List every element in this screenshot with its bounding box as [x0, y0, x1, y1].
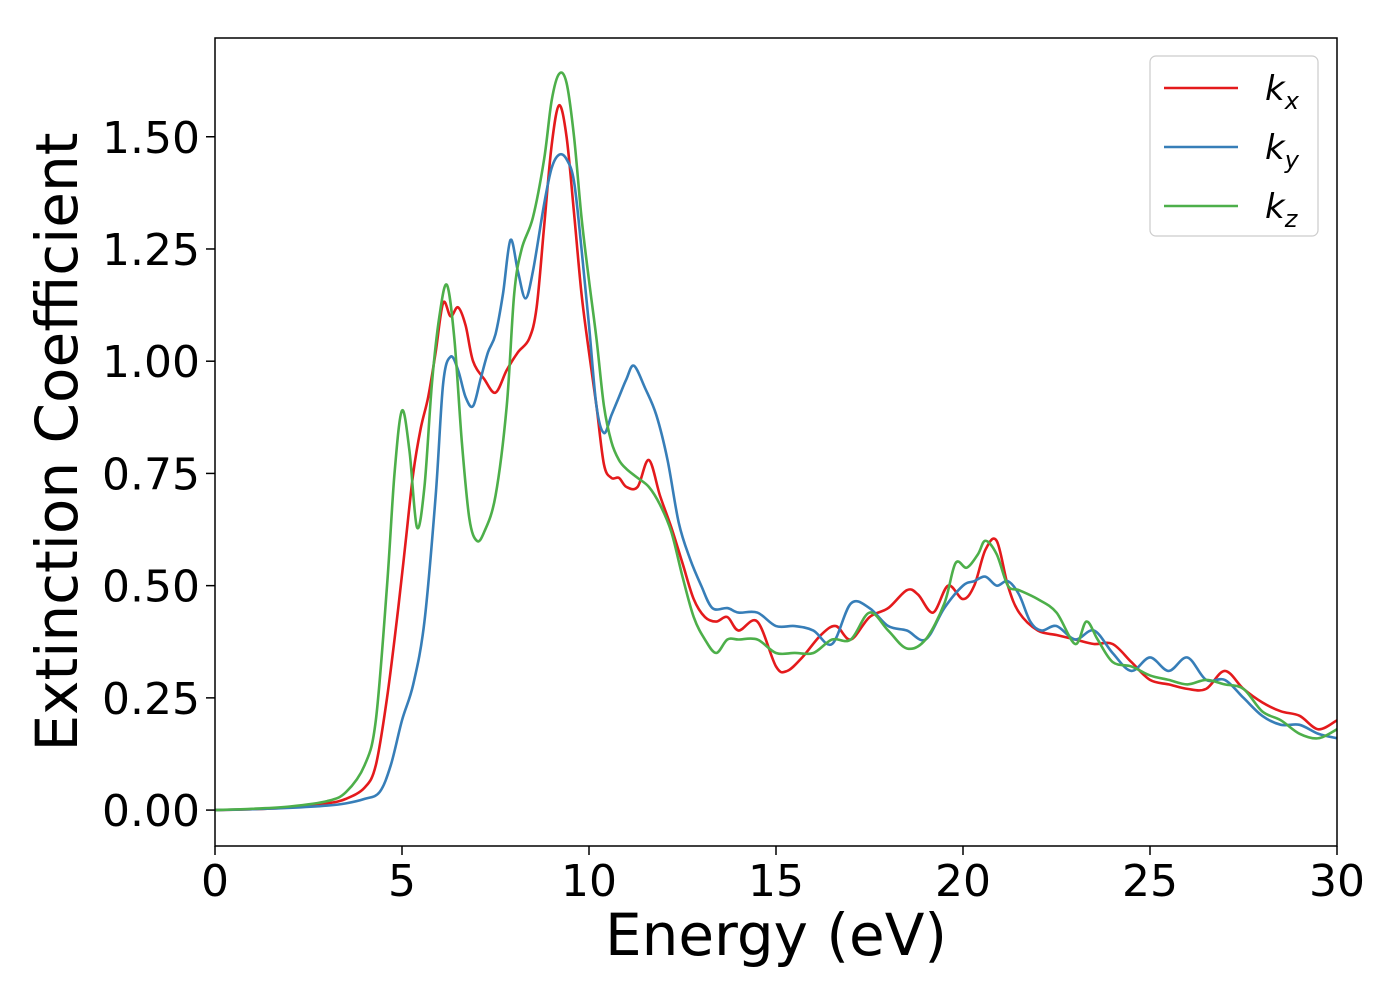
legend: kx ky kz	[1149, 55, 1319, 237]
y-tick-label: 0.25	[102, 674, 200, 725]
x-tick-label: 15	[748, 856, 804, 907]
legend-label-x: kx	[1265, 69, 1300, 115]
y-tick-label: 1.00	[102, 337, 200, 388]
x-tick-label: 20	[935, 856, 991, 907]
x-tick-label: 10	[561, 856, 617, 907]
series-layer	[215, 71, 1337, 812]
y-axis-title: Extinction Coefficient	[23, 133, 91, 752]
series-line-z	[215, 71, 1337, 812]
x-axis-ticks: 0 5 10 15 20 25 30	[201, 846, 1365, 907]
x-tick-label: 5	[388, 856, 416, 907]
x-tick-label: 30	[1309, 856, 1365, 907]
y-tick-label: 0.75	[102, 449, 200, 500]
legend-label-y: ky	[1265, 128, 1300, 174]
y-tick-label: 1.50	[102, 113, 200, 164]
y-tick-label: 1.25	[102, 225, 200, 276]
legend-label-z: kz	[1265, 187, 1299, 233]
x-tick-label: 0	[201, 856, 229, 907]
y-axis-ticks: 0.00 0.25 0.50 0.75 1.00 1.25 1.50	[102, 113, 215, 837]
x-tick-label: 25	[1122, 856, 1178, 907]
y-tick-label: 0.00	[102, 786, 200, 837]
x-axis-title: Energy (eV)	[605, 901, 947, 969]
y-tick-label: 0.50	[102, 562, 200, 613]
